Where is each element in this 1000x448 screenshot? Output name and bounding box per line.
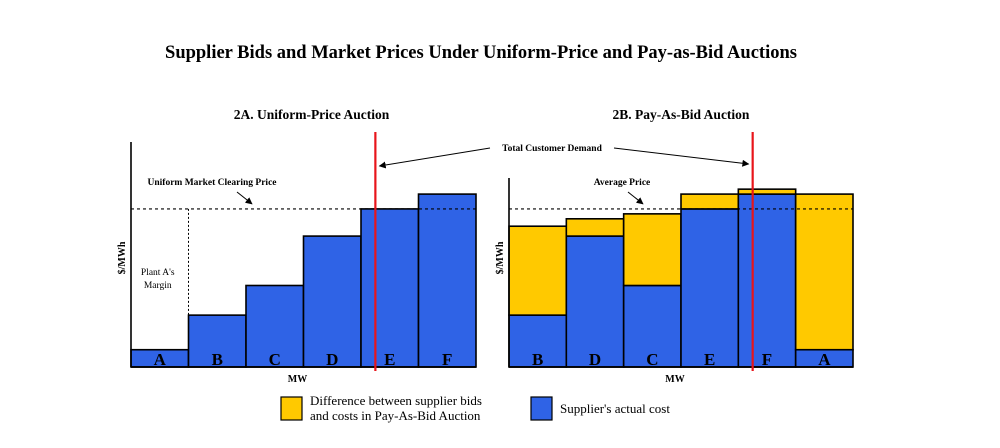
demand-label: Total Customer Demand [502, 144, 602, 154]
tick-label: A [154, 350, 167, 369]
reference-arrow [627, 191, 644, 205]
legend-text: and costs in Pay-As-Bid Auction [310, 408, 481, 423]
margin-bar [737, 188, 797, 195]
margin-label: Margin [144, 281, 172, 291]
margin-bar [794, 193, 854, 351]
margin-label: Plant A's [141, 268, 175, 278]
tick-label: F [442, 350, 452, 369]
x-axis-label: MW [288, 374, 307, 385]
tick-label: D [589, 350, 601, 369]
tick-label: A [818, 350, 831, 369]
demand-arrow [613, 147, 750, 167]
tick-label: E [704, 350, 715, 369]
tick-label: C [269, 350, 281, 369]
pay-as-bid-chart: 2B. Pay-As-Bid Auction B D C E F A Average Pric… [495, 107, 854, 385]
legend-swatch-margin [280, 396, 303, 421]
y-axis-label: $/MWh [495, 241, 506, 274]
tick-label: B [212, 350, 223, 369]
tick-label: D [326, 350, 338, 369]
figure-title: Supplier Bids and Market Prices Under Un… [165, 43, 797, 63]
uniform-price-chart: 2A. Uniform-Price Auction A B C D E F Uniform M… [117, 107, 477, 385]
demand-arrow [378, 147, 491, 169]
tick-label: B [532, 350, 543, 369]
margin-bar [622, 213, 682, 287]
cost-bar [360, 208, 420, 368]
legend-text: Supplier's actual cost [560, 401, 670, 416]
legend-text: Difference between supplier bids [310, 393, 482, 408]
panel-title: 2B. Pay-As-Bid Auction [613, 107, 750, 122]
margin-bar [565, 218, 625, 237]
panel-title: 2A. Uniform-Price Auction [234, 107, 390, 122]
tick-label: E [384, 350, 395, 369]
tick-label: F [762, 350, 772, 369]
cost-bar [302, 235, 362, 368]
reference-label: Uniform Market Clearing Price [148, 178, 277, 188]
reference-label: Average Price [594, 178, 651, 188]
cost-bar [187, 314, 247, 368]
shared-annotations: Total Customer Demand [378, 144, 750, 169]
cost-bar [737, 193, 797, 368]
tick-label: C [646, 350, 658, 369]
x-axis-label: MW [665, 374, 684, 385]
margin-bar [508, 225, 568, 316]
cost-bar [417, 193, 477, 368]
legend-swatch-cost [530, 396, 553, 421]
cost-bar [680, 208, 740, 368]
cost-bar [565, 235, 625, 368]
y-axis-label: $/MWh [117, 241, 128, 274]
reference-arrow [236, 191, 253, 205]
margin-bar [680, 193, 740, 210]
